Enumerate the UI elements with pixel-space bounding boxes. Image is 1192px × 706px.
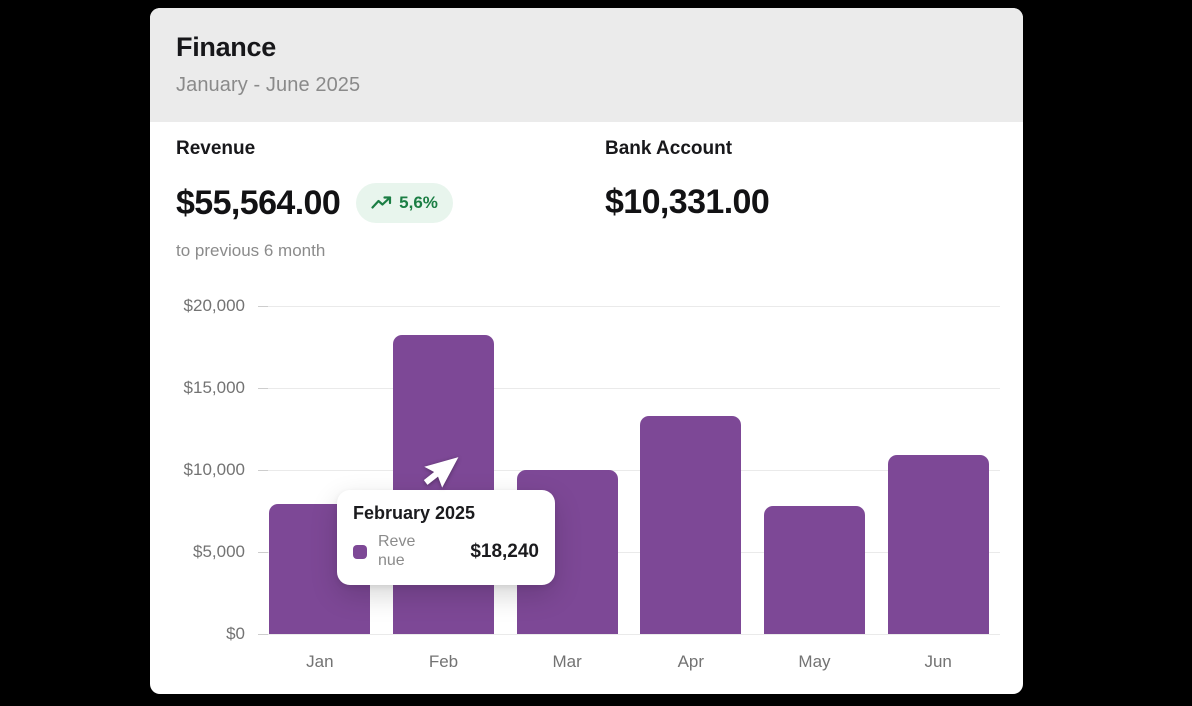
axis-tick — [258, 306, 268, 307]
tooltip-value: $18,240 — [470, 540, 539, 562]
mouse-cursor-icon — [423, 449, 459, 496]
bank-account-stat: Bank Account $10,331.00 — [605, 138, 770, 261]
chart-tooltip: February 2025 Revenue $18,240 — [337, 490, 555, 585]
revenue-bar-chart: $20,000 $15,000 $10,000 $5,000 $0 Jan Feb Mar Ap… — [150, 8, 1023, 694]
gridline — [258, 388, 1000, 389]
tooltip-title: February 2025 — [353, 503, 476, 523]
axis-tick — [258, 470, 268, 471]
gridline — [258, 634, 1000, 635]
finance-card: Finance January - June 2025 Revenue $55,… — [150, 8, 1023, 694]
gridline — [258, 470, 1000, 471]
x-axis-label: Apr — [677, 652, 705, 671]
trend-badge-text: 5,6% — [399, 193, 438, 212]
revenue-note: to previous 6 month — [176, 241, 326, 260]
axis-tick — [258, 634, 268, 635]
bar-apr[interactable] — [640, 415, 742, 634]
y-axis-label: $20,000 — [183, 296, 245, 315]
date-range-subtitle: January - June 2025 — [176, 74, 361, 96]
gridline — [258, 552, 1000, 553]
gridline — [258, 306, 1000, 307]
bar-may[interactable] — [764, 506, 865, 634]
x-axis-label: Jun — [924, 652, 952, 671]
revenue-value: $55,564.00 — [176, 183, 341, 222]
x-axis-label: Feb — [428, 652, 459, 671]
revenue-label: Revenue — [176, 138, 256, 159]
tooltip-series-label: Revenue — [378, 533, 416, 569]
card-header: Finance January - June 2025 — [150, 8, 1023, 122]
bank-account-value: $10,331.00 — [605, 183, 770, 221]
x-axis-label: May — [798, 652, 831, 671]
y-axis-label: $5,000 — [193, 542, 245, 561]
series-swatch-icon — [353, 544, 367, 559]
bank-account-label: Bank Account — [605, 138, 733, 159]
y-axis-label: $0 — [226, 624, 245, 643]
axis-tick — [258, 388, 268, 389]
page-title: Finance — [176, 32, 276, 62]
x-axis-label: Mar — [552, 652, 582, 671]
trend-badge: 5,6% — [356, 183, 453, 223]
axis-tick — [258, 552, 268, 553]
trending-up-icon — [371, 196, 392, 210]
revenue-stat: Revenue $55,564.00 5,6% to previous 6 mo — [176, 138, 605, 261]
y-axis-label: $10,000 — [183, 460, 245, 479]
bar-jun[interactable] — [887, 455, 989, 634]
y-axis-label: $15,000 — [183, 378, 245, 397]
x-axis-label: Jan — [306, 652, 334, 671]
stats-row: Revenue $55,564.00 5,6% to previous 6 mo — [176, 138, 997, 261]
